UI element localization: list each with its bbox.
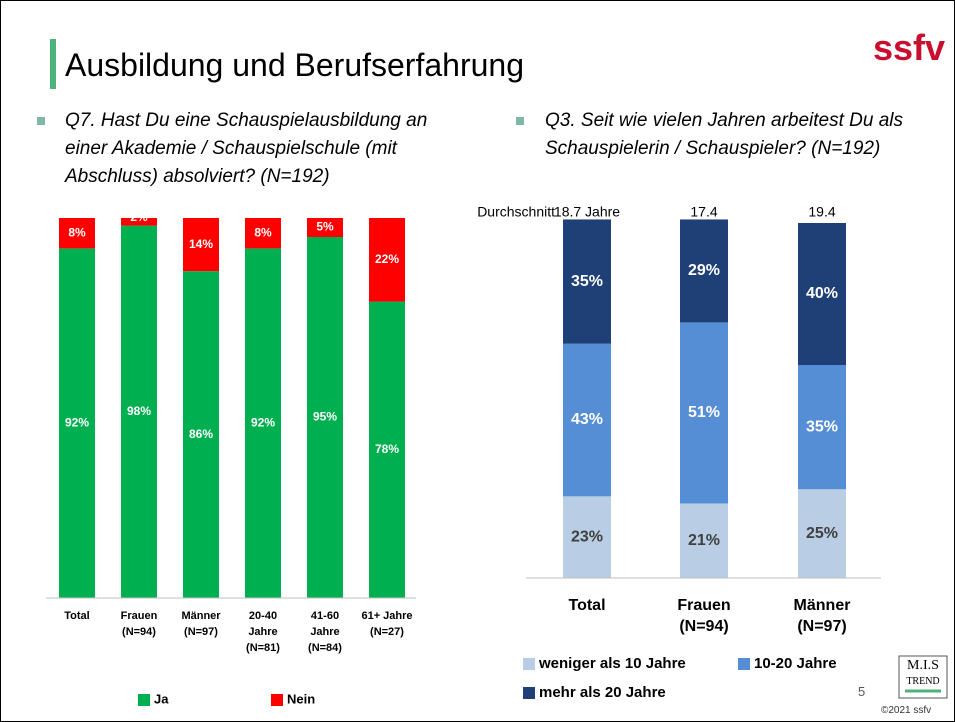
chart-title: Q7. Hast Du eine Schauspielausbildung an… (65, 110, 428, 187)
data-label: 8% (254, 225, 272, 239)
average-label: 18.7 Jahre (554, 204, 620, 220)
legend-label: weniger als 10 Jahre (538, 655, 686, 672)
x-tick-label: Frauen (N=94) (120, 610, 158, 638)
data-label: 35% (571, 273, 603, 290)
bar-segment (798, 223, 846, 365)
data-label: 2% (130, 210, 148, 224)
average-label: 17.4 (690, 204, 717, 220)
legend-swatch (738, 658, 750, 670)
bar-segment (369, 218, 405, 302)
data-label: 95% (313, 410, 337, 424)
bar-segment (59, 248, 95, 598)
data-label: 29% (688, 262, 720, 279)
bar-segment (59, 218, 95, 249)
footer-logo-bottom: TREND (906, 676, 940, 687)
legend-swatch (523, 658, 535, 670)
bar-segment (680, 322, 728, 504)
x-tick-label: 41-60 Jahre (N=84) (308, 610, 342, 654)
data-label: 98% (127, 404, 151, 418)
bar-segment (245, 218, 281, 249)
footer-logo-top: M.I.S (907, 658, 939, 673)
data-label: 21% (688, 532, 720, 549)
bar-segment (183, 218, 219, 272)
copyright: ©2021 ssfv (881, 705, 932, 716)
bar-segment (307, 237, 343, 598)
data-label: 92% (251, 415, 275, 429)
bullet (516, 117, 524, 125)
x-tick-label: Männer (N=97) (181, 610, 221, 638)
legend-label: Ja (154, 691, 169, 706)
data-label: 5% (316, 220, 334, 234)
data-label: 14% (189, 237, 213, 251)
data-label: 43% (571, 411, 603, 428)
data-label: 86% (189, 427, 213, 441)
legend-swatch (271, 694, 283, 706)
bar-segment (680, 219, 728, 323)
data-label: 78% (375, 442, 399, 456)
bar-segment (680, 503, 728, 578)
bar-segment (563, 219, 611, 344)
data-label: 35% (806, 418, 838, 435)
title-accent (50, 39, 56, 89)
bar-segment (798, 365, 846, 490)
bar-segment (369, 301, 405, 598)
data-label: 22% (375, 252, 399, 266)
legend-label: 10-20 Jahre (754, 655, 837, 672)
x-tick-label: Total (568, 597, 606, 614)
x-tick-label: Männer (N=97) (793, 597, 851, 635)
slide-title: Ausbildung und Berufserfahrung (65, 47, 524, 83)
bar-segment (563, 496, 611, 578)
x-tick-label: 20-40 Jahre (N=81) (246, 610, 280, 654)
data-label: 40% (806, 285, 838, 302)
data-label: 8% (68, 225, 86, 239)
legend-swatch (523, 687, 535, 699)
bar-segment (183, 271, 219, 598)
data-label: 23% (571, 528, 603, 545)
bar-segment (798, 489, 846, 578)
legend-swatch (138, 694, 150, 706)
average-label: 19.4 (808, 204, 835, 220)
bullet (37, 117, 45, 125)
legend-label: mehr als 20 Jahre (539, 684, 666, 701)
x-tick-label: Frauen (N=94) (677, 597, 731, 635)
bar-segment (563, 343, 611, 497)
bar-segment (121, 225, 157, 598)
data-label: 51% (688, 404, 720, 421)
x-tick-label: 61+ Jahre (N=27) (361, 610, 413, 638)
legend-label: Nein (287, 691, 315, 706)
bar-segment (121, 218, 157, 226)
data-label: 25% (806, 525, 838, 542)
data-label: 92% (65, 415, 89, 429)
bar-segment (245, 248, 281, 598)
average-title: Durchschnitt (477, 204, 555, 220)
page-number: 5 (858, 684, 866, 699)
bar-segment (307, 218, 343, 237)
chart-title: Q3. Seit wie vielen Jahren arbeitest Du … (545, 110, 904, 159)
x-tick-label: Total (64, 610, 90, 622)
logo: ssfv (873, 27, 946, 68)
